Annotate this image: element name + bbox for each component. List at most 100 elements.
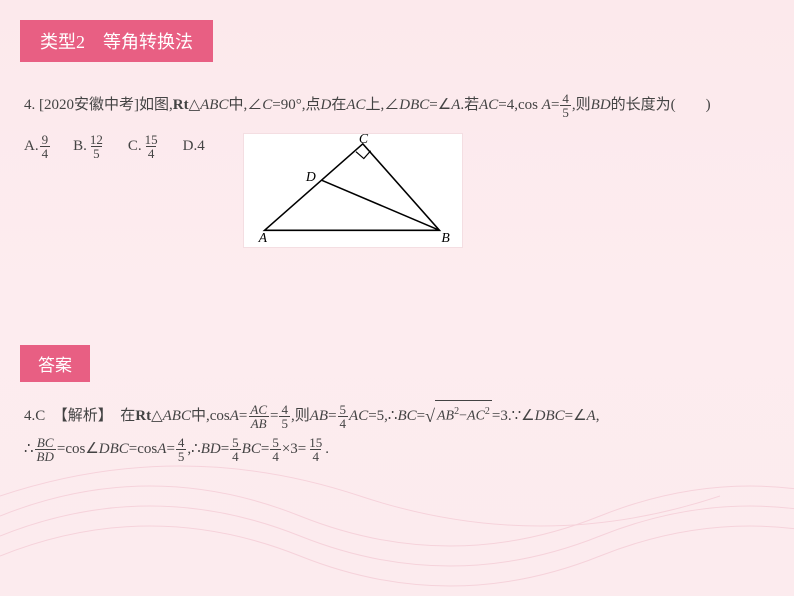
- answer-line-2: ∴BCBD=cos∠DBC=cos A=45,∴BD=54BC=54×3=154…: [24, 433, 770, 466]
- a2-A: A: [157, 433, 166, 466]
- a2-BD: BD: [201, 433, 221, 466]
- f154d: 4: [310, 449, 321, 463]
- q-m4: ,则: [572, 97, 591, 113]
- frac-5-4c: 54: [270, 436, 281, 463]
- a1-DBC: DBC: [535, 400, 565, 433]
- ca-n: 9: [40, 133, 51, 146]
- section-heading: 类型2 等角转换法: [20, 20, 213, 62]
- q-D: D: [320, 97, 331, 113]
- q-A: A: [451, 97, 460, 113]
- a2-BC: BC: [242, 433, 261, 466]
- a2-a: =cos∠: [57, 433, 99, 466]
- q-eq4: =4,cos: [498, 97, 541, 113]
- a2-pre: ∴: [24, 433, 34, 466]
- f-bd: BD: [35, 449, 56, 463]
- a1-c: =5,∴: [368, 400, 397, 433]
- choice-b-frac: 125: [88, 133, 105, 160]
- q-on: 在: [331, 97, 346, 113]
- frac-ac-ab: ACAB: [248, 403, 269, 430]
- q-abc: ABC: [200, 97, 228, 113]
- frac-5-4: 54: [338, 403, 349, 430]
- a1-e: =∠: [565, 400, 587, 433]
- a1-eq3: =: [328, 400, 336, 433]
- a1-AC: AC: [349, 400, 368, 433]
- label-A: A: [257, 230, 267, 245]
- answer-line-1: 4.C 【解析】 在Rt△ABC中,cos A=ACAB=45,则AB=54AC…: [24, 400, 770, 433]
- a2-d: ×3=: [282, 433, 306, 466]
- choice-c-frac: 154: [143, 133, 160, 160]
- q-eq90: =90°,点: [272, 97, 320, 113]
- ca-d: 4: [40, 146, 51, 160]
- a1-eq1: =: [239, 400, 247, 433]
- sq-2b: 2: [485, 406, 490, 417]
- q-prefix: 4. [2020安徽中考]如图,: [24, 97, 173, 113]
- choice-b-label: B.: [73, 138, 87, 155]
- a1-d: =3.∵∠: [492, 400, 535, 433]
- f54d3: 4: [270, 449, 281, 463]
- f-ab: AB: [249, 416, 269, 430]
- label-C: C: [359, 133, 369, 146]
- frac-bc-bd: BCBD: [35, 436, 56, 463]
- frac-15-4: 154: [307, 436, 324, 463]
- cb-d: 5: [91, 146, 102, 160]
- q-frac-45: 45: [560, 92, 571, 119]
- choice-a: A.94: [24, 133, 51, 160]
- sqrt-expr: √AB2−AC2: [425, 400, 492, 432]
- a2-eq2: =: [221, 433, 229, 466]
- frac-4-5b: 45: [176, 436, 187, 463]
- choice-c-label: C.: [128, 138, 142, 155]
- label-D: D: [305, 169, 316, 184]
- triangle-figure: A B C D: [243, 133, 463, 248]
- q-DBC: DBC: [399, 97, 429, 113]
- q-m3: .若: [460, 97, 479, 113]
- a2-DBC: DBC: [99, 433, 129, 466]
- a1-abc: ABC: [163, 400, 191, 433]
- q-eq: =: [551, 97, 559, 113]
- question-text: 4. [2020安徽中考]如图,Rt△ABC中,∠C=90°,点D在AC上,∠D…: [24, 92, 770, 119]
- answer-heading: 答案: [20, 345, 90, 382]
- frac-5-4b: 54: [230, 436, 241, 463]
- f54d2: 4: [230, 449, 241, 463]
- a1-pre: 4.C 【解析】 在: [24, 400, 135, 433]
- a1-rt: Rt: [135, 400, 151, 433]
- f54n2: 5: [230, 436, 241, 449]
- q-C: C: [262, 97, 272, 113]
- q-m2: 上,∠: [366, 97, 400, 113]
- a1-A: A: [230, 400, 239, 433]
- choice-b: B.125: [73, 133, 106, 160]
- choices: A.94 B.125 C.154 D.4: [24, 133, 205, 160]
- f-ac: AC: [248, 403, 269, 416]
- sq-minus: −: [459, 409, 467, 424]
- choice-d-label: D.4: [183, 138, 205, 155]
- f54n3: 5: [270, 436, 281, 449]
- a2-period: .: [325, 433, 329, 466]
- a1-tri: △: [151, 400, 163, 433]
- a1-comma: ,: [596, 400, 600, 433]
- f-bc: BC: [35, 436, 56, 449]
- q-AC: AC: [346, 97, 365, 113]
- cc-n: 15: [143, 133, 160, 146]
- sq-ac: AC: [467, 409, 485, 424]
- f154n: 15: [307, 436, 324, 449]
- q-45d: 5: [560, 105, 571, 119]
- choice-a-frac: 94: [40, 133, 51, 160]
- a2-b: =cos: [129, 433, 157, 466]
- q-BD: BD: [591, 97, 611, 113]
- f54n: 5: [338, 403, 349, 416]
- f45n2: 4: [176, 436, 187, 449]
- sqrt-body: AB2−AC2: [435, 400, 492, 432]
- a2-eq1: =: [166, 433, 174, 466]
- a1-BC: BC: [397, 400, 416, 433]
- frac-4-5: 45: [279, 403, 290, 430]
- a2-eq3: =: [261, 433, 269, 466]
- f45d: 5: [279, 416, 290, 430]
- q-45n: 4: [560, 92, 571, 105]
- f45n: 4: [279, 403, 290, 416]
- a1-eq2: =: [270, 400, 278, 433]
- cc-d: 4: [146, 146, 157, 160]
- choice-d: D.4: [183, 138, 205, 155]
- a1-AB: AB: [310, 400, 328, 433]
- q-eqA: =∠: [429, 97, 451, 113]
- q-tail: 的长度为( ): [611, 97, 711, 113]
- answer-block: 4.C 【解析】 在Rt△ABC中,cos A=ACAB=45,则AB=54AC…: [24, 400, 770, 466]
